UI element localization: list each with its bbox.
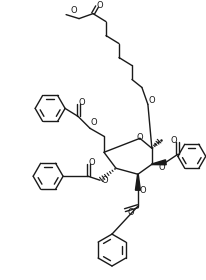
Text: O: O [137,133,143,142]
Text: O: O [97,1,103,10]
Text: O: O [71,6,77,15]
Text: O: O [128,208,134,217]
Polygon shape [152,160,166,165]
Polygon shape [135,174,140,190]
Text: O: O [140,186,146,195]
Text: O: O [171,136,177,145]
Text: O: O [89,158,95,167]
Text: O: O [91,118,97,127]
Text: O: O [79,98,85,107]
Text: O: O [159,163,165,172]
Text: O: O [102,176,108,185]
Text: O: O [149,96,155,105]
